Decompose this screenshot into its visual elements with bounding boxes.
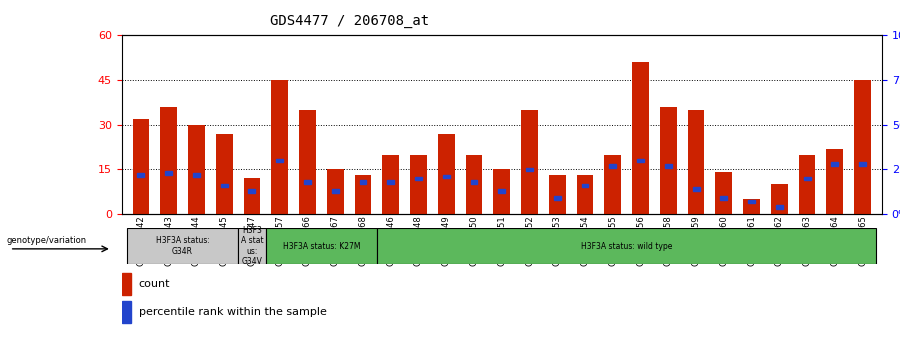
Bar [748,200,755,204]
Bar [332,189,338,193]
Bar [493,170,510,214]
Bar [132,119,149,214]
Text: H3F3A status: wild type: H3F3A status: wild type [581,241,672,251]
Bar [438,134,454,214]
Bar [465,155,482,214]
Bar [720,196,727,200]
Bar [238,228,266,264]
Bar [166,171,172,175]
Bar [609,164,617,168]
Bar [377,228,877,264]
Bar [443,175,450,178]
Bar [266,228,377,264]
Bar [854,80,871,214]
Bar [860,162,866,166]
Bar [632,62,649,214]
Bar [471,180,478,184]
Bar [122,301,131,323]
Bar [415,177,422,180]
Bar [776,205,783,209]
Bar [410,155,427,214]
Text: percentile rank within the sample: percentile rank within the sample [139,307,327,317]
Bar [660,107,677,214]
Text: genotype/variation: genotype/variation [6,236,86,245]
Bar [355,176,372,214]
Text: GDS4477 / 206708_at: GDS4477 / 206708_at [270,14,429,28]
Bar [665,164,671,168]
Bar [122,273,131,295]
Bar [499,189,505,193]
Bar [220,184,228,187]
Text: count: count [139,279,170,289]
Text: H3F3A status:
G34R: H3F3A status: G34R [156,236,210,256]
Bar [248,189,256,193]
Bar [554,196,561,200]
Bar [244,178,260,214]
Bar [193,173,200,177]
Text: H3F3A status: K27M: H3F3A status: K27M [283,241,360,251]
Bar [359,180,366,184]
Bar [521,110,538,214]
Bar [581,184,589,187]
Bar [138,173,144,177]
Bar [304,180,310,184]
Bar [804,177,811,180]
Bar [771,184,788,214]
Bar [299,110,316,214]
Bar [216,134,232,214]
Bar [160,107,177,214]
Bar [577,176,593,214]
Bar [382,155,399,214]
Bar [549,176,565,214]
Bar [826,149,843,214]
Bar [127,228,238,264]
Bar [272,80,288,214]
Bar [327,170,344,214]
Bar [743,199,760,214]
Bar [276,159,284,162]
Bar [387,180,394,184]
Bar [188,125,205,214]
Bar [832,162,838,166]
Bar [605,155,621,214]
Bar [716,172,732,214]
Bar [526,168,533,171]
Bar [798,155,815,214]
Bar [688,110,705,214]
Text: H3F3
A stat
us:
G34V: H3F3 A stat us: G34V [240,226,264,266]
Bar [637,159,644,162]
Bar [693,187,699,191]
